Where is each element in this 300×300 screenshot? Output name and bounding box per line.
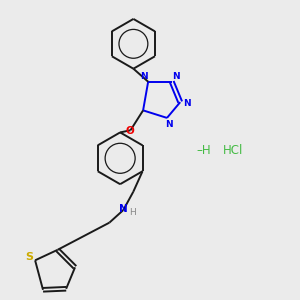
Text: S: S — [25, 252, 33, 262]
Text: –H: –H — [197, 143, 212, 157]
Text: HCl: HCl — [223, 143, 243, 157]
Text: H: H — [129, 208, 136, 217]
Text: N: N — [183, 99, 190, 108]
Text: N: N — [165, 120, 173, 129]
Text: N: N — [140, 72, 148, 81]
Text: N: N — [172, 72, 179, 81]
Text: N: N — [119, 204, 128, 214]
Text: O: O — [125, 126, 134, 136]
